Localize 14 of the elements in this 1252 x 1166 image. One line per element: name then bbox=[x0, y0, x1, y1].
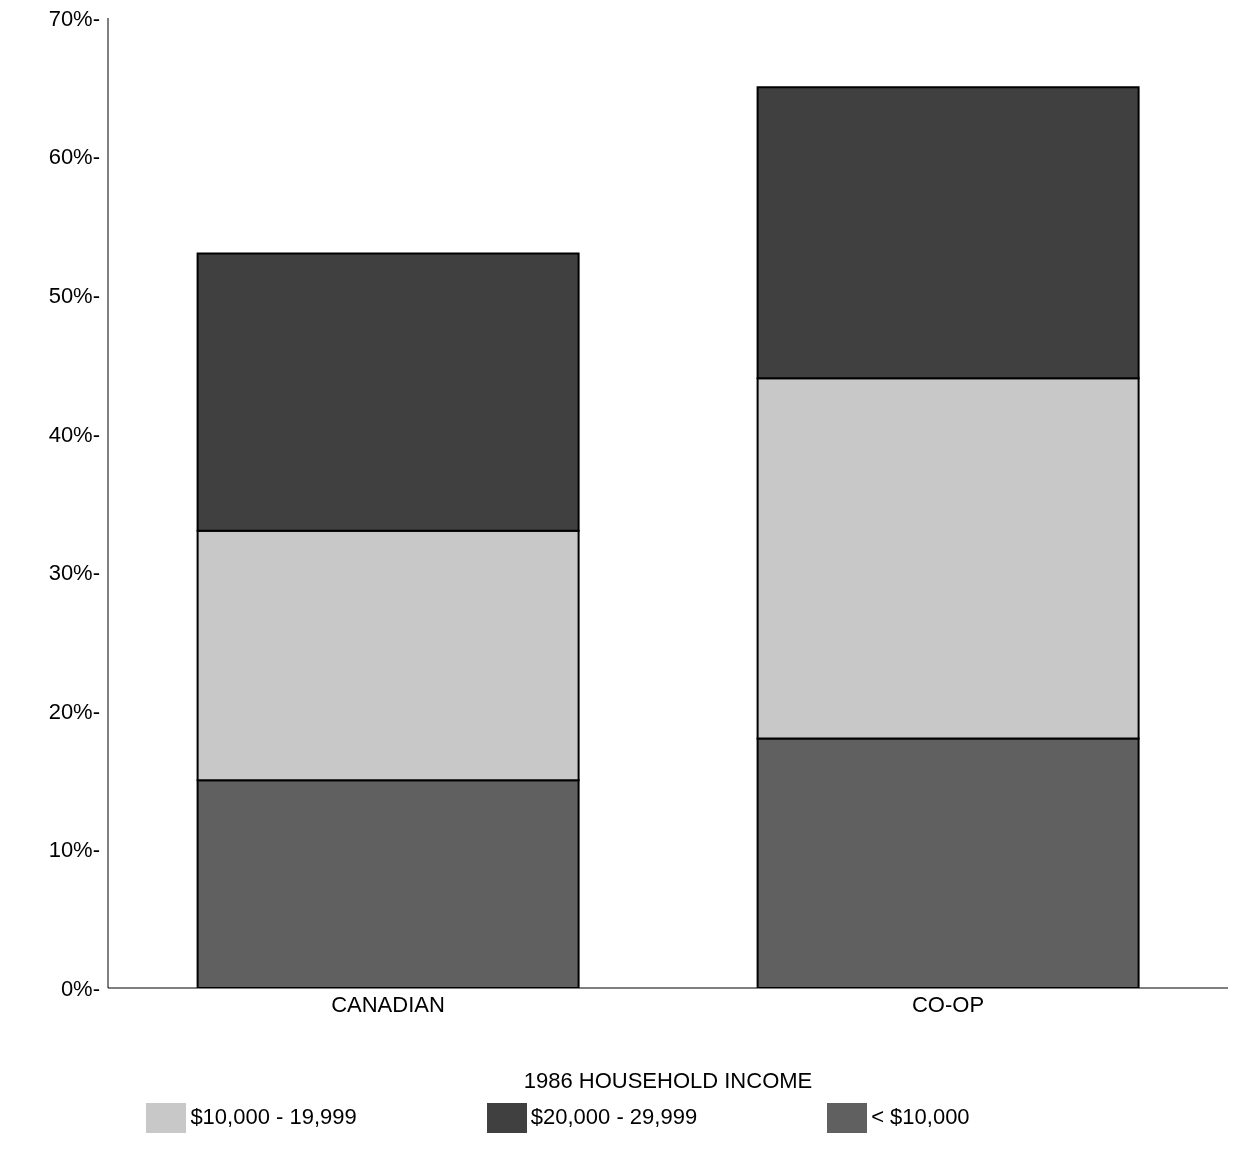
y-tick-label: 60%- bbox=[48, 144, 100, 170]
x-tick-label: CO-OP bbox=[911, 991, 985, 1017]
y-tick-label: 50%- bbox=[48, 282, 100, 308]
x-axis-title: 1986 HOUSEHOLD INCOME bbox=[523, 1068, 813, 1093]
y-tick-label: 10%- bbox=[48, 837, 100, 863]
legend-label: < $10,000 bbox=[871, 1103, 970, 1129]
y-tick-label: 0%- bbox=[60, 975, 100, 1001]
x-tick-label: CANADIAN bbox=[331, 991, 445, 1017]
legend-label: $10,000 - 19,999 bbox=[190, 1103, 357, 1129]
y-tick-label: 40%- bbox=[48, 421, 100, 447]
y-tick-label: 20%- bbox=[48, 698, 100, 724]
y-tick-label: 70%- bbox=[48, 5, 100, 31]
y-tick-label: 30%- bbox=[48, 560, 100, 586]
legend-label: $20,000 - 29,999 bbox=[530, 1103, 698, 1129]
